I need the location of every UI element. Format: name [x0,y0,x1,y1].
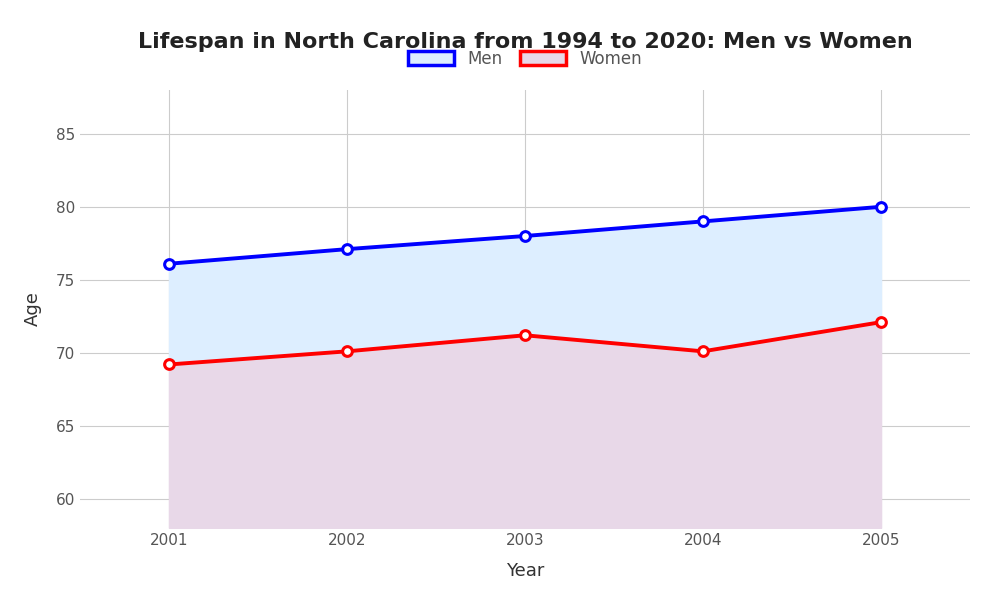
Title: Lifespan in North Carolina from 1994 to 2020: Men vs Women: Lifespan in North Carolina from 1994 to … [138,32,912,52]
X-axis label: Year: Year [506,562,544,580]
Y-axis label: Age: Age [24,292,42,326]
Legend: Men, Women: Men, Women [399,41,651,76]
